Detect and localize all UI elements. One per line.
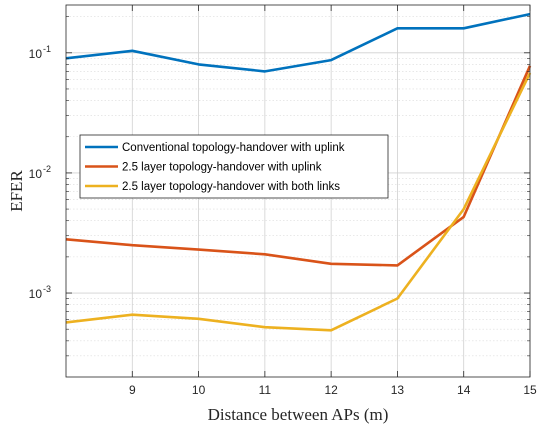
legend-label-3: 2.5 layer topology-handover with both li… [122, 181, 340, 193]
y-axis-title: EFER [7, 170, 26, 212]
x-tick-label: 11 [259, 383, 272, 397]
series-layer [65, 12, 532, 332]
series-line-1 [65, 12, 531, 73]
plot-frame [65, 4, 531, 378]
x-tick-label: 9 [129, 383, 136, 397]
legend: Conventional topology-handover with upli… [79, 134, 389, 199]
x-tick-label: 14 [457, 383, 471, 397]
x-tick-label: 13 [391, 383, 405, 397]
y-tick-labels: 10-110-210-3 [29, 44, 51, 301]
y-tick-exponent: -3 [43, 284, 51, 294]
y-tick-label: 10 [29, 287, 43, 301]
y-tick-label: 10 [29, 47, 43, 61]
x-tick-label: 12 [324, 383, 338, 397]
x-tick-label: 15 [523, 383, 537, 397]
legend-label-1: Conventional topology-handover with upli… [122, 142, 345, 154]
y-tick-exponent: -1 [43, 44, 51, 54]
y-tick-label: 10 [29, 167, 43, 181]
legend-label-2: 2.5 layer topology-handover with uplink [122, 162, 322, 174]
x-axis-title: Distance between APs (m) [208, 405, 389, 424]
axis-ticks [66, 5, 531, 377]
series-line-3 [65, 72, 532, 332]
legend-box [79, 134, 389, 199]
x-tick-labels: 9 10 11 12 13 14 15 [129, 383, 537, 397]
x-tick-label: 10 [192, 383, 206, 397]
y-tick-exponent: -2 [43, 164, 51, 174]
